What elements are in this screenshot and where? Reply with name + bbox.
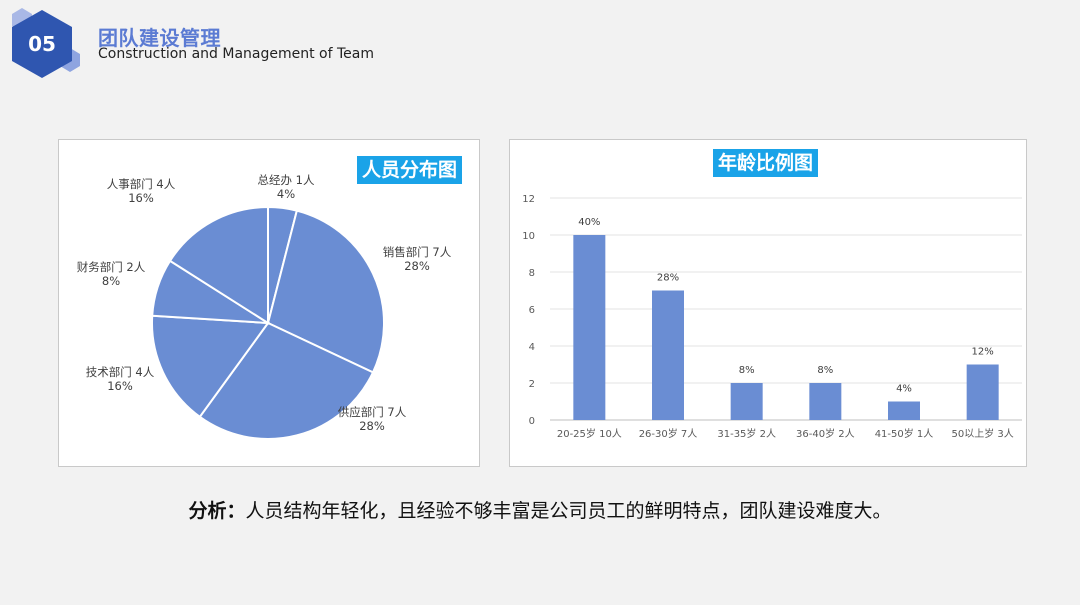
y-tick-label: 6 <box>529 305 535 316</box>
bar-data-label: 12% <box>972 347 994 358</box>
section-number: 05 <box>28 32 56 56</box>
bar-chart-title: 年龄比例图 <box>713 149 819 177</box>
pie-slice-percent: 16% <box>107 379 133 393</box>
analysis-body: 人员结构年轻化，且经验不够丰富是公司员工的鲜明特点，团队建设难度大。 <box>245 500 892 522</box>
pie-slice-label: 人事部门 4人 <box>107 177 176 191</box>
y-tick-label: 10 <box>522 231 535 242</box>
analysis-label: 分析： <box>188 500 246 522</box>
bar-data-label: 4% <box>896 384 912 395</box>
pie-slice <box>168 205 269 325</box>
pie-slice-percent: 4% <box>277 187 295 201</box>
pie-slice-label: 供应部门 7人 <box>338 405 407 419</box>
bar <box>888 401 920 420</box>
page-subtitle: Construction and Management of Team <box>98 46 375 62</box>
page-title: 团队建设管理 <box>98 26 221 50</box>
bar <box>573 235 606 420</box>
pie-slice <box>151 314 270 419</box>
y-tick-label: 2 <box>529 379 535 390</box>
pie-slice-label: 技术部门 4人 <box>86 365 155 379</box>
pie-slice-label: 总经办 1人 <box>258 173 315 187</box>
x-tick-label: 36-40岁 2人 <box>796 427 855 440</box>
x-tick-label: 26-30岁 7人 <box>639 427 698 440</box>
pie-slice <box>266 209 385 374</box>
pie-slice-percent: 28% <box>404 259 430 273</box>
section-hex-logo: 05 <box>12 8 80 78</box>
pie-chart-title: 人员分布图 <box>357 156 463 184</box>
y-tick-label: 12 <box>522 194 535 205</box>
bar-chart-panel: 年龄比例图 0 2 4 6 8 10 12 40% 20-25岁 10人 28% 26-30岁 7人… <box>509 139 1027 467</box>
pie-slice-percent: 8% <box>102 274 120 288</box>
bar-data-label: 8% <box>817 365 833 376</box>
x-tick-label: 31-35岁 2人 <box>717 427 776 440</box>
bar <box>966 364 999 420</box>
pie-slice-label: 财务部门 2人 <box>77 260 146 274</box>
pie-slice-label: 销售部门 7人 <box>383 245 452 259</box>
x-tick-label: 41-50岁 1人 <box>875 427 934 440</box>
pie-slice-percent: 16% <box>128 191 154 205</box>
x-tick-label: 20-25岁 10人 <box>557 427 622 440</box>
bar <box>730 383 763 420</box>
pie-chart-panel: 人员分布图 总经办 1人 4% 销售部门 7人 28% 供应部门 7人 28% 技术部门 4… <box>58 139 480 467</box>
y-tick-label: 0 <box>529 416 535 427</box>
analysis-text: 分析：人员结构年轻化，且经验不够丰富是公司员工的鲜明特点，团队建设难度大。 <box>0 496 1080 523</box>
x-tick-label: 50以上岁 3人 <box>952 427 1014 440</box>
hex-main <box>12 10 72 78</box>
bar-data-label: 40% <box>578 217 600 228</box>
bar <box>652 290 684 420</box>
y-tick-label: 8 <box>529 268 535 279</box>
bar-data-label: 28% <box>657 273 679 284</box>
bar-data-label: 8% <box>739 365 755 376</box>
pie-slice <box>198 321 375 440</box>
pie-slice-percent: 28% <box>359 419 385 433</box>
bar <box>809 383 842 420</box>
y-tick-label: 4 <box>529 342 535 353</box>
bar-chart: 0 2 4 6 8 10 12 40% 20-25岁 10人 28% 26-30岁 7人 8% 31-3… <box>522 194 1022 440</box>
